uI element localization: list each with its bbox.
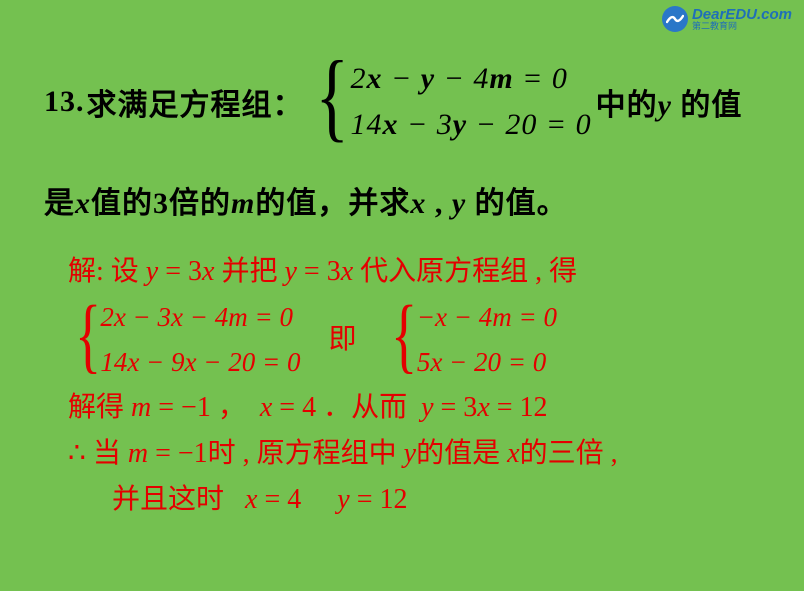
solution-line5: 并且这时 x = 4y = 12 [112,486,618,514]
question-eq2: 14x − 3y − 20 = 0 [351,108,592,142]
question-prefix: 求满足方程组： [87,80,304,124]
solution-line4: ∴ 当 m = −1时 , 原方程组中 y的值是 x的三倍 , [68,440,618,468]
question-eq-column: 2x − y − 4m = 0 14x − 3y − 20 = 0 [351,62,592,142]
sol-brace2-icon: { [392,307,418,366]
sol-mid-label: 即 [328,326,356,354]
logo-circle-icon [662,6,688,32]
sol-sys1-eq2: 14x − 9x − 20 = 0 [100,349,300,376]
question-line2: 是x值的3倍的m的值，并求x , y 的值。 [44,178,742,222]
left-brace-icon: { [315,61,349,131]
logo-main-text: DearEDU.com [692,7,792,22]
site-logo: DearEDU.com 第二教育网 [662,6,792,32]
sol-sys1: 2x − 3x − 4m = 0 14x − 9x − 20 = 0 [100,304,300,376]
solution-systems-row: { 2x − 3x − 4m = 0 14x − 9x − 20 = 0 即 {… [68,304,618,376]
question-number: 13. [44,85,85,119]
sol-sys1-eq1: 2x − 3x − 4m = 0 [100,304,300,331]
sol-sys2-eq1: −x − 4m = 0 [417,304,557,331]
solution-line1: 解: 设 y = 3x 并把 y = 3x 代入原方程组 , 得 [68,258,618,286]
question-system: { 2x − y − 4m = 0 14x − 3y − 20 = 0 [308,62,592,142]
logo-sub-text: 第二教育网 [692,22,792,31]
sol-sys2-eq2: 5x − 20 = 0 [417,349,557,376]
sol-sys2: −x − 4m = 0 5x − 20 = 0 [417,304,557,376]
solution-block: 解: 设 y = 3x 并把 y = 3x 代入原方程组 , 得 { 2x − … [68,258,618,532]
question-tail: 中的y 的值 [596,80,743,124]
logo-text: DearEDU.com 第二教育网 [692,7,792,31]
sol-brace1-icon: { [75,307,101,366]
question-eq1: 2x − y − 4m = 0 [351,62,592,96]
sol-l5a: 并且这时 [112,484,224,515]
question-block: 13. 求满足方程组： { 2x − y − 4m = 0 14x − 3y −… [44,52,742,222]
question-row1: 13. 求满足方程组： { 2x − y − 4m = 0 14x − 3y −… [44,52,742,152]
solution-line3: 解得 m = −1 ， x = 4 ．从而 y = 3x = 12 [68,394,618,422]
